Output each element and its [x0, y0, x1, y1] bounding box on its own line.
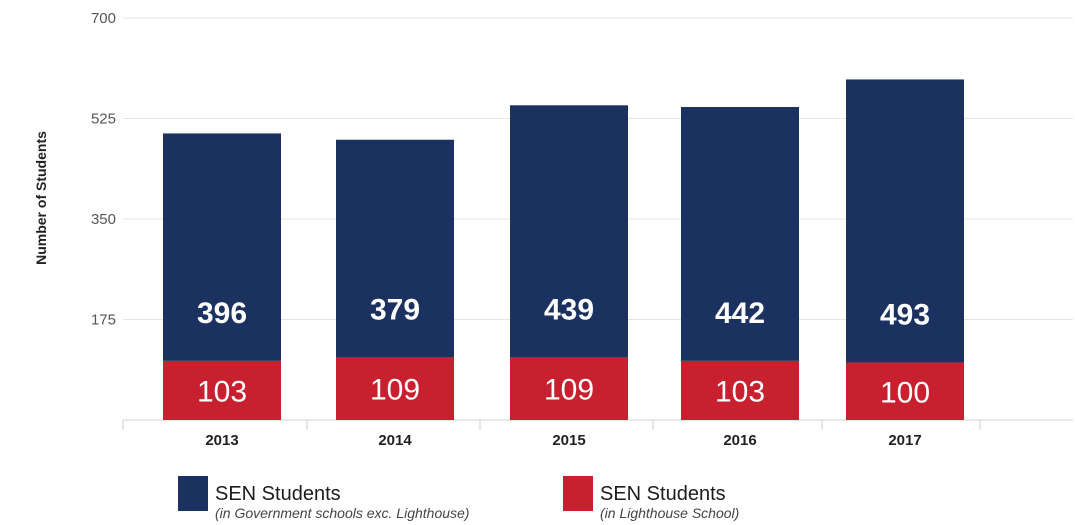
bar-segment-lighthouse	[846, 362, 964, 420]
legend-item-lighthouse: SEN Students (in Lighthouse School)	[563, 476, 739, 521]
data-label-lighthouse: 100	[880, 376, 930, 409]
legend-note-lighthouse: (in Lighthouse School)	[600, 505, 739, 521]
bar-segment-government	[163, 133, 281, 361]
bar-segment-government	[681, 107, 799, 361]
data-labels: 103 396 109 379 109 439 103 442 100 493	[197, 293, 930, 409]
data-label-lighthouse: 109	[370, 374, 420, 407]
data-label-lighthouse: 109	[544, 374, 594, 407]
y-tick-label: 175	[91, 312, 116, 329]
bar-segment-government	[510, 105, 628, 358]
data-label-government: 396	[197, 297, 247, 330]
axes	[122, 419, 1073, 430]
y-tick-label: 350	[91, 211, 116, 228]
data-label-government: 442	[715, 297, 765, 330]
x-tick-label: 2017	[888, 432, 921, 449]
legend-item-government: SEN Students (in Government schools exc.…	[178, 476, 469, 521]
x-tick-label: 2014	[378, 432, 412, 449]
bar-segment-government	[336, 139, 454, 358]
data-label-government: 493	[880, 299, 930, 332]
y-axis-label: Number of Students	[33, 131, 49, 265]
legend: SEN Students (in Government schools exc.…	[178, 476, 739, 521]
legend-label-lighthouse: SEN Students	[600, 483, 726, 505]
legend-note-government: (in Government schools exc. Lighthouse)	[215, 505, 469, 521]
y-tick-label: 525	[91, 111, 116, 128]
data-label-government: 439	[544, 293, 594, 326]
data-label-lighthouse: 103	[715, 375, 765, 408]
data-label-lighthouse: 103	[197, 375, 247, 408]
legend-swatch-lighthouse	[563, 476, 593, 511]
bar-segment-lighthouse	[510, 357, 628, 420]
x-tick-label: 2015	[552, 432, 585, 449]
x-tick-label: 2013	[205, 432, 238, 449]
y-tick-labels: 175 350 525 700	[91, 10, 116, 329]
bar-segment-lighthouse	[163, 360, 281, 420]
y-tick-label: 700	[91, 10, 116, 27]
bar-segment-lighthouse	[336, 357, 454, 420]
legend-swatch-government	[178, 476, 208, 511]
bar-segment-lighthouse	[681, 360, 799, 420]
bar-segment-government	[846, 79, 964, 363]
legend-label-government: SEN Students	[215, 483, 341, 505]
x-tick-label: 2016	[723, 432, 756, 449]
bars	[163, 79, 964, 420]
x-tick-labels: 2013 2014 2015 2016 2017	[205, 432, 921, 449]
data-label-government: 379	[370, 293, 420, 326]
